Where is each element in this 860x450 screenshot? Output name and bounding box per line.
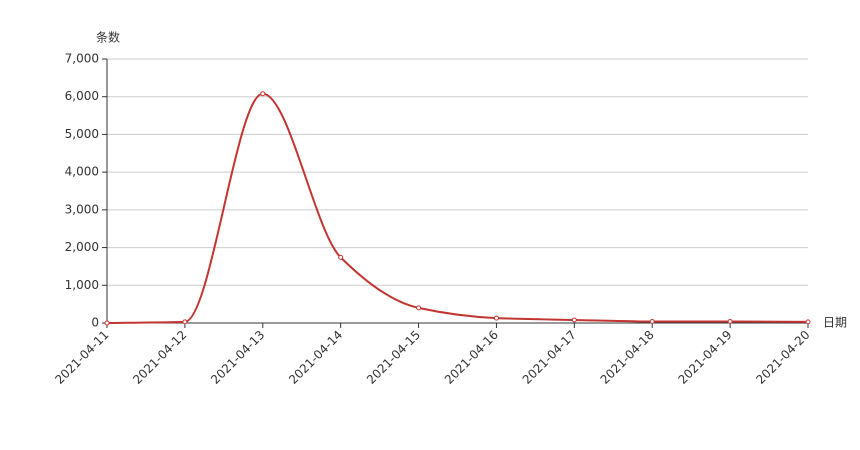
point bbox=[416, 305, 422, 311]
x-axis-name: 日期 bbox=[823, 316, 847, 330]
y-tick-label: 4,000 bbox=[65, 165, 99, 179]
x-tick-label: 2021-04-14 bbox=[286, 328, 345, 387]
x-tick-label: 2021-04-13 bbox=[208, 328, 267, 387]
point bbox=[493, 315, 499, 321]
y-tick-label: 0 bbox=[91, 316, 99, 330]
y-tick-label: 1,000 bbox=[65, 278, 99, 292]
y-axis-name: 条数 bbox=[96, 30, 120, 45]
x-tick-label: 2021-04-20 bbox=[753, 328, 812, 387]
point bbox=[104, 320, 110, 326]
x-tick-label: 2021-04-16 bbox=[442, 328, 501, 387]
x-tick-label: 2021-04-11 bbox=[52, 328, 111, 387]
x-tick-label: 2021-04-15 bbox=[364, 328, 423, 387]
point bbox=[805, 319, 811, 325]
y-tick-label: 7,000 bbox=[65, 52, 99, 66]
y-tick-label: 3,000 bbox=[65, 202, 99, 216]
line bbox=[106, 92, 809, 324]
x-tick-label: 2021-04-12 bbox=[130, 328, 189, 387]
point bbox=[727, 318, 733, 324]
x-tick-label: 2021-04-17 bbox=[520, 328, 579, 387]
point bbox=[571, 317, 577, 323]
y-tick-label: 5,000 bbox=[65, 127, 99, 141]
point bbox=[260, 91, 266, 97]
x-tick-label: 2021-04-19 bbox=[675, 328, 734, 387]
y-tick-label: 6,000 bbox=[65, 89, 99, 103]
point bbox=[649, 318, 655, 324]
x-tick-label: 2021-04-18 bbox=[598, 328, 657, 387]
point bbox=[182, 319, 188, 325]
point bbox=[338, 254, 344, 260]
y-tick-label: 2,000 bbox=[65, 240, 99, 254]
